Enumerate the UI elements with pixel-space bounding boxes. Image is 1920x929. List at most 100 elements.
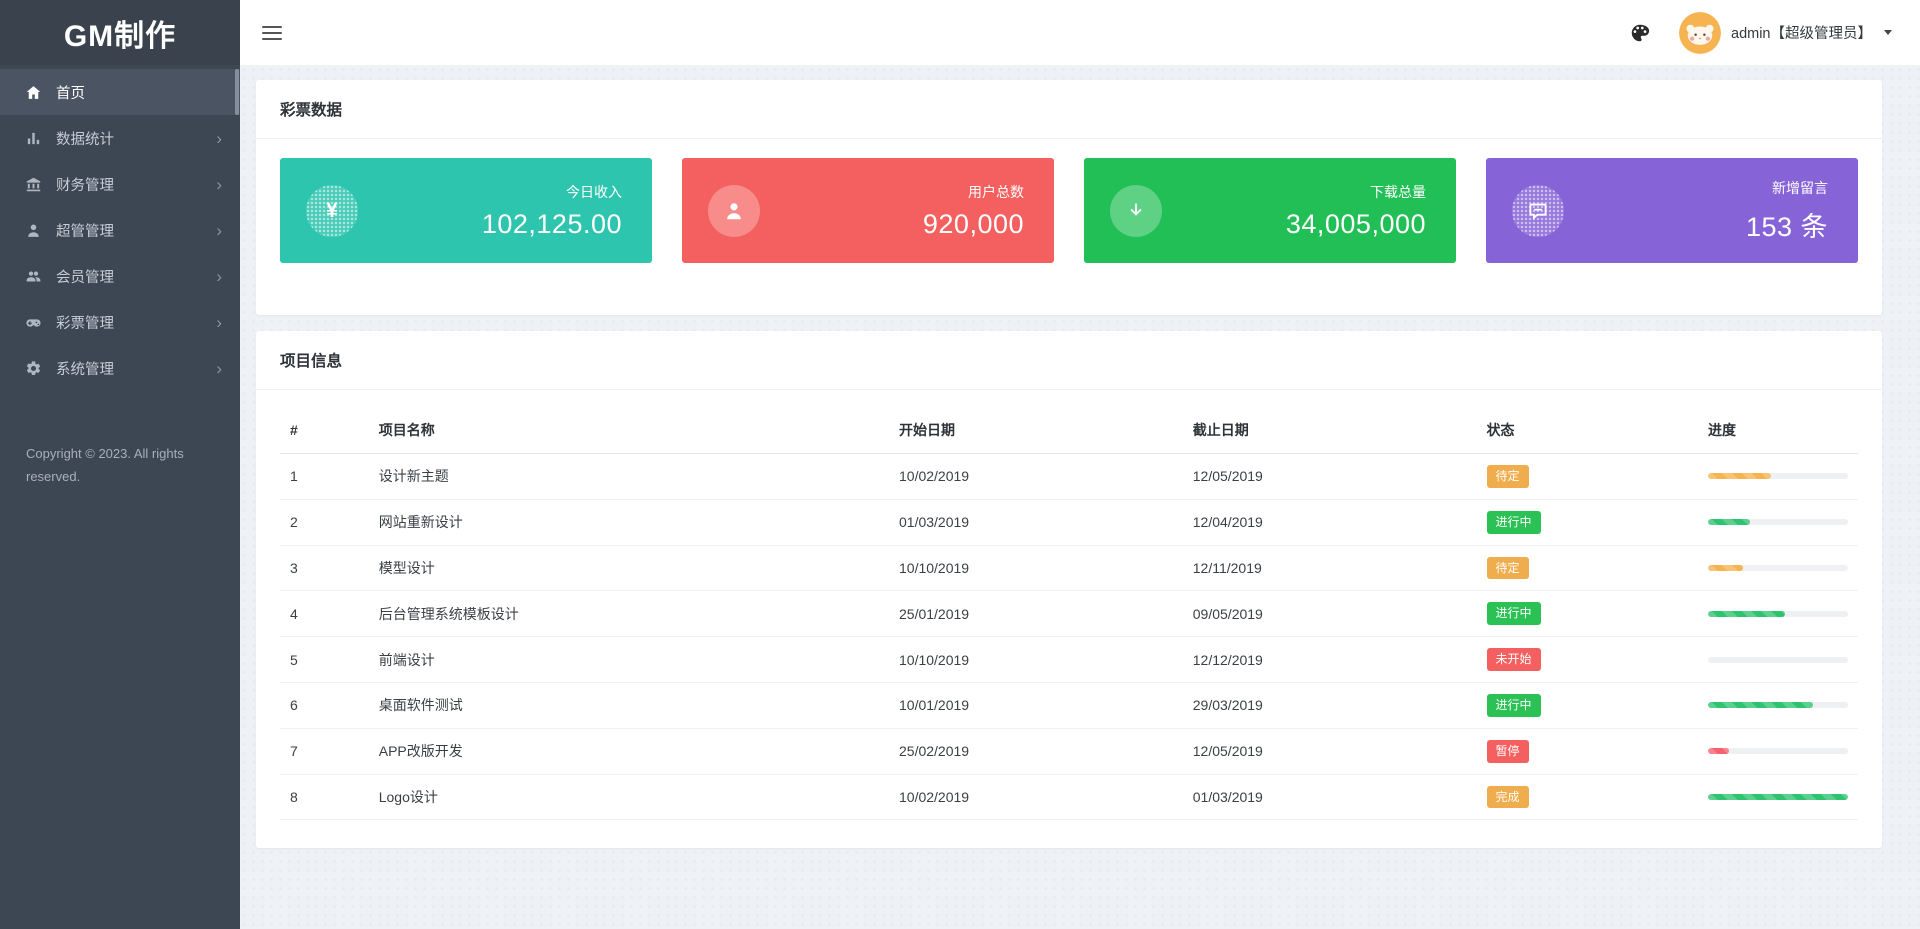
menu-icon[interactable] xyxy=(262,25,284,40)
stat-card: 用户总数 920,000 xyxy=(682,158,1054,263)
table-row: 7 APP改版开发 25/02/2019 12/05/2019 暂停 xyxy=(280,728,1858,775)
column-header: 截止日期 xyxy=(1182,406,1477,454)
projects-table: # 项目名称 开始日期 截止日期 状态 进度 1 设计新主题 10/02/2019 12/… xyxy=(280,406,1858,821)
chevron-right-icon xyxy=(216,222,222,239)
sidebar-item-彩票管理[interactable]: 彩票管理 xyxy=(0,299,240,345)
end-date: 29/03/2019 xyxy=(1182,682,1477,729)
table-row: 4 后台管理系统模板设计 25/01/2019 09/05/2019 进行中 xyxy=(280,590,1858,638)
sidebar-item-财务管理[interactable]: 财务管理 xyxy=(0,161,240,207)
stats-panel-title: 彩票数据 xyxy=(256,80,1882,139)
sidebar-scrollbar[interactable] xyxy=(235,69,239,115)
table-header-row: # 项目名称 开始日期 截止日期 状态 进度 xyxy=(280,406,1858,454)
end-date: 12/12/2019 xyxy=(1182,636,1477,683)
status-badge: 待定 xyxy=(1486,556,1529,580)
status-badge: 未开始 xyxy=(1486,648,1541,671)
chevron-right-icon xyxy=(216,176,222,193)
progress-bar xyxy=(1708,610,1848,617)
column-header: 项目名称 xyxy=(368,406,889,454)
download-icon xyxy=(1110,184,1162,237)
row-index: 8 xyxy=(280,774,369,821)
sidebar-item-首页[interactable]: 首页 xyxy=(0,69,240,115)
chevron-right-icon xyxy=(216,268,222,285)
end-date: 12/05/2019 xyxy=(1182,453,1477,500)
row-index: 3 xyxy=(280,545,369,592)
stat-value: 34,005,000 xyxy=(1285,208,1426,239)
progress-bar xyxy=(1708,702,1848,709)
gear-icon xyxy=(24,359,42,377)
home-icon xyxy=(24,83,42,101)
project-name: 桌面软件测试 xyxy=(368,682,889,729)
status-badge: 进行中 xyxy=(1486,602,1541,626)
project-name: 设计新主题 xyxy=(368,453,889,500)
row-index: 5 xyxy=(280,636,369,683)
end-date: 12/05/2019 xyxy=(1182,728,1477,775)
sidebar-item-超管管理[interactable]: 超管管理 xyxy=(0,207,240,253)
column-header: 状态 xyxy=(1476,406,1698,454)
sidebar-item-label: 超管管理 xyxy=(56,223,114,240)
sidebar-item-系统管理[interactable]: 系统管理 xyxy=(0,345,240,391)
column-header: 开始日期 xyxy=(889,406,1183,454)
projects-panel: 项目信息 # 项目名称 开始日期 截止日期 状态 进度 1 设计新主题 10/02/201… xyxy=(256,331,1882,849)
chart-icon xyxy=(24,129,42,147)
project-name: 网站重新设计 xyxy=(368,499,889,546)
project-name: Logo设计 xyxy=(368,774,889,821)
progress-bar xyxy=(1708,748,1848,755)
progress-bar xyxy=(1708,519,1848,526)
stat-label: 用户总数 xyxy=(968,183,1024,200)
stat-card: ¥ 今日收入 102,125.00 xyxy=(280,158,652,263)
row-index: 4 xyxy=(280,590,369,638)
progress-bar xyxy=(1708,473,1848,480)
stat-card: 下载总量 34,005,000 xyxy=(1084,158,1456,263)
user-icon xyxy=(708,184,760,237)
progress-bar xyxy=(1708,793,1848,800)
end-date: 09/05/2019 xyxy=(1182,590,1477,638)
start-date: 25/02/2019 xyxy=(889,728,1183,775)
start-date: 10/02/2019 xyxy=(889,453,1183,500)
end-date: 12/11/2019 xyxy=(1182,545,1477,592)
gamepad-icon xyxy=(24,313,42,331)
stat-card: 新增留言 153 条 xyxy=(1486,158,1858,263)
palette-icon[interactable] xyxy=(1627,20,1653,46)
main-content: 彩票数据 ¥ 今日收入 102,125.00 用户总数 920,000 下载总量… xyxy=(240,65,1920,929)
row-index: 1 xyxy=(280,453,369,500)
sidebar-item-label: 系统管理 xyxy=(56,361,114,378)
chevron-right-icon xyxy=(216,360,222,377)
user-icon xyxy=(24,221,42,239)
project-name: 后台管理系统模板设计 xyxy=(368,590,889,638)
start-date: 10/01/2019 xyxy=(889,682,1183,729)
sidebar-menu: 首页 数据统计 财务管理 超管管理 会员管理 彩票管理 系统管理 xyxy=(0,69,240,391)
bank-icon xyxy=(24,175,42,193)
status-badge: 进行中 xyxy=(1486,510,1541,534)
stat-value: 153 条 xyxy=(1745,211,1828,242)
stats-panel: 彩票数据 ¥ 今日收入 102,125.00 用户总数 920,000 下载总量… xyxy=(256,80,1882,315)
user-name: admin【超级管理员】 xyxy=(1731,26,1872,42)
status-badge: 完成 xyxy=(1486,785,1529,809)
status-badge: 待定 xyxy=(1486,465,1529,488)
table-row: 6 桌面软件测试 10/01/2019 29/03/2019 进行中 xyxy=(280,682,1858,729)
yen-icon: ¥ xyxy=(306,184,358,237)
app-logo: GM制作 xyxy=(0,0,240,65)
sidebar-item-会员管理[interactable]: 会员管理 xyxy=(0,253,240,299)
sidebar-item-label: 数据统计 xyxy=(56,131,114,148)
progress-bar xyxy=(1708,564,1848,571)
table-row: 2 网站重新设计 01/03/2019 12/04/2019 进行中 xyxy=(280,499,1858,546)
row-index: 7 xyxy=(280,728,369,775)
stat-label: 新增留言 xyxy=(1772,179,1828,196)
copyright-text: Copyright © 2023. All rights reserved. xyxy=(26,446,184,484)
progress-bar xyxy=(1708,656,1848,663)
row-index: 2 xyxy=(280,499,369,546)
start-date: 25/01/2019 xyxy=(889,590,1183,638)
row-index: 6 xyxy=(280,682,369,729)
sidebar-item-数据统计[interactable]: 数据统计 xyxy=(0,115,240,161)
start-date: 10/10/2019 xyxy=(889,636,1183,683)
user-dropdown[interactable]: admin【超级管理员】 xyxy=(1679,11,1892,54)
stat-cards-row: ¥ 今日收入 102,125.00 用户总数 920,000 下载总量 34,0… xyxy=(256,139,1882,315)
stat-label: 今日收入 xyxy=(566,183,622,200)
table-row: 5 前端设计 10/10/2019 12/12/2019 未开始 xyxy=(280,636,1858,683)
table-row: 3 模型设计 10/10/2019 12/11/2019 待定 xyxy=(280,545,1858,592)
sidebar-item-label: 财务管理 xyxy=(56,177,114,194)
start-date: 10/10/2019 xyxy=(889,545,1183,592)
stat-value: 920,000 xyxy=(922,208,1024,239)
table-row: 1 设计新主题 10/02/2019 12/05/2019 待定 xyxy=(280,453,1858,500)
